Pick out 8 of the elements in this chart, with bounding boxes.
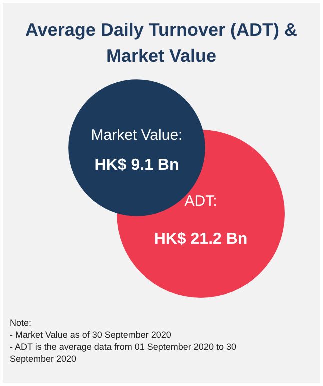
data-label: HK$ 9.1 Bn	[94, 157, 180, 174]
text: - Market Value as of 30 September 2020	[10, 330, 172, 340]
text: Market Value:	[91, 127, 183, 144]
text: Note:	[10, 318, 32, 328]
text: ADT:	[184, 193, 218, 210]
text: - ADT is the average data from 01 September 2020 to 30 September 2020	[10, 342, 236, 364]
data-label: HK$ 21.2 Bn	[154, 231, 248, 248]
text: Average Daily Turnover (ADT) & Market Value	[25, 20, 298, 66]
